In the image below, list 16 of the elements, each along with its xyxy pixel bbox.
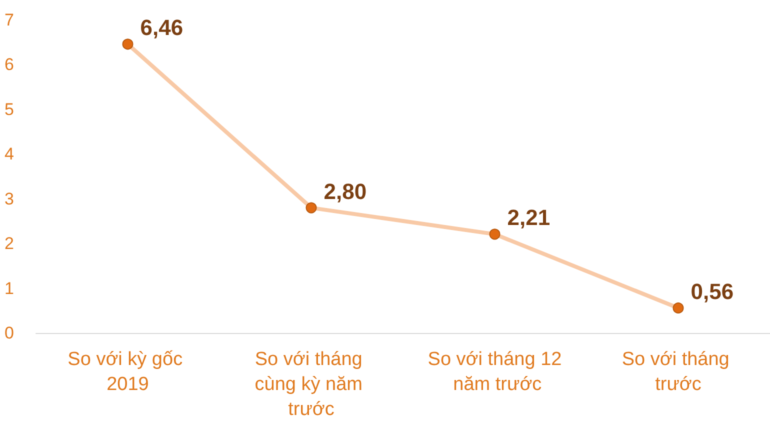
data-label: 0,56	[690, 278, 734, 304]
x-tick-label: So với kỳ gốc 2019	[68, 349, 188, 395]
y-tick-label: 0	[4, 324, 14, 342]
y-tick-label: 2	[4, 234, 14, 254]
y-tick-label: 6	[4, 55, 14, 74]
data-label: 6,46	[140, 15, 184, 40]
y-tick-label: 5	[4, 100, 14, 119]
y-tick-label: 7	[4, 10, 14, 30]
y-tick-label: 1	[4, 278, 14, 298]
y-tick-label: 3	[4, 189, 14, 208]
data-label: 2,80	[324, 178, 367, 204]
x-tick-label: So với tháng cùng kỳ năm trước	[254, 349, 368, 420]
x-tick-label: So với tháng 12 năm trước	[428, 349, 562, 395]
data-label: 2,21	[507, 205, 550, 230]
x-tick-label: So với tháng trước	[622, 349, 735, 395]
y-tick-label: 4	[4, 144, 14, 164]
